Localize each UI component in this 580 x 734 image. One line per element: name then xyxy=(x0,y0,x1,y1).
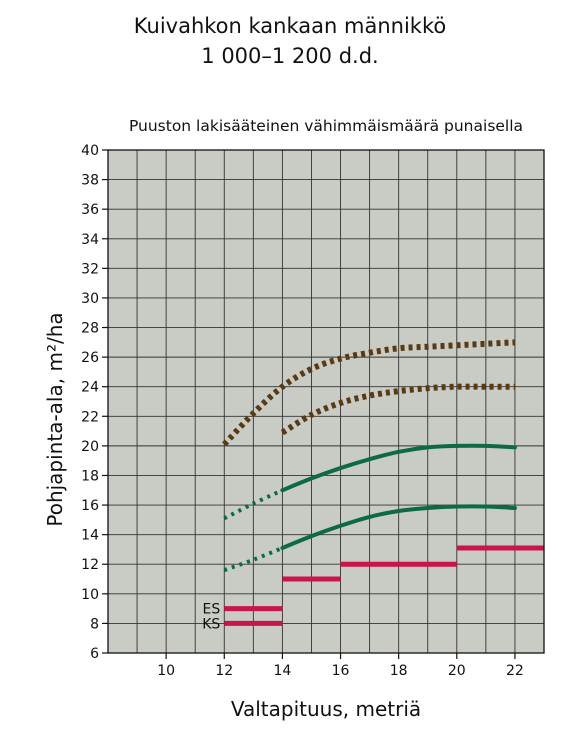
y-tick-label: 40 xyxy=(81,143,99,159)
y-tick-label: 16 xyxy=(81,498,99,514)
series-layer xyxy=(222,339,517,573)
series-curve-1 xyxy=(222,339,516,447)
minimum-level-label-es: ES xyxy=(203,602,221,618)
plot-area xyxy=(108,150,544,653)
grid xyxy=(108,150,544,653)
x-tick-label: 16 xyxy=(332,663,350,679)
y-tick-label: 12 xyxy=(81,557,99,573)
y-tick-label: 22 xyxy=(81,409,99,425)
x-axis-ticks: 10 12 14 16 18 20 22 xyxy=(157,653,524,679)
y-tick-label: 14 xyxy=(81,528,99,544)
chart-title-line2: 1 000–1 200 d.d. xyxy=(201,44,379,68)
x-tick-label: 20 xyxy=(448,663,466,679)
x-axis-label: Valtapituus, metriä xyxy=(231,697,421,721)
x-tick-label: 12 xyxy=(215,663,233,679)
y-tick-label: 24 xyxy=(81,380,99,396)
y-axis-ticks: 6 8 10 12 14 16 18 20 22 24 26 28 30 32 34 36 38 40 xyxy=(81,143,108,662)
y-tick-label: 8 xyxy=(90,616,99,632)
x-tick-label: 10 xyxy=(157,663,175,679)
series-curve-6 xyxy=(280,504,517,550)
chart-subtitle: Puuston lakisääteinen vähimmäismäärä pun… xyxy=(128,117,524,135)
y-axis-label: Pohjapinta-ala, m²/ha xyxy=(43,312,67,526)
minimum-level-label-ks: KS xyxy=(202,616,220,632)
plot-frame xyxy=(107,149,545,654)
y-tick-label: 38 xyxy=(81,173,99,189)
y-tick-label: 30 xyxy=(81,291,99,307)
y-tick-label: 18 xyxy=(81,468,99,484)
y-tick-label: 32 xyxy=(81,261,99,277)
y-tick-label: 36 xyxy=(81,202,99,218)
chart-title-line1: Kuivahkon kankaan männikkö xyxy=(133,14,447,38)
y-tick-label: 28 xyxy=(81,321,99,337)
x-tick-label: 18 xyxy=(390,663,408,679)
y-tick-label: 34 xyxy=(81,232,99,248)
x-tick-label: 14 xyxy=(273,663,291,679)
y-tick-label: 10 xyxy=(81,587,99,603)
y-tick-label: 20 xyxy=(81,439,99,455)
series-curve-4 xyxy=(280,443,517,493)
x-tick-label: 22 xyxy=(506,663,524,679)
y-tick-label: 26 xyxy=(81,350,99,366)
series-curve-2 xyxy=(280,383,515,436)
y-tick-label: 6 xyxy=(90,646,99,662)
series-curve-3 xyxy=(223,488,284,521)
